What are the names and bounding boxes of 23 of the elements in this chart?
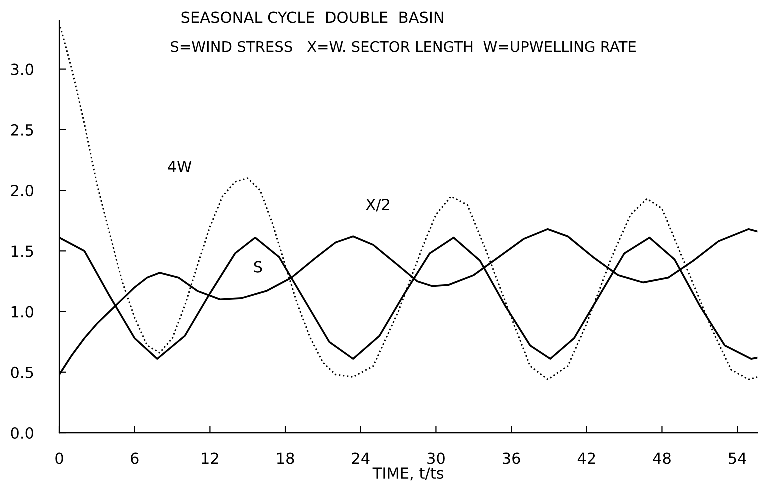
y-tick-label: 2.0 — [11, 185, 34, 197]
series-label: S — [254, 261, 262, 273]
y-tick-label: 2.5 — [11, 124, 34, 136]
x-tick-label: 48 — [653, 452, 671, 464]
x-tick-label: 36 — [502, 452, 520, 464]
x-tick-label: 12 — [202, 452, 218, 464]
x-axis-title: TIME, t/ts — [372, 468, 444, 481]
text: 4W — [168, 161, 192, 172]
x-tick-label: 42 — [578, 452, 596, 464]
x-tick-label: 18 — [277, 452, 294, 464]
x-tick-label: 6 — [131, 452, 139, 464]
x-tick-label: 0 — [56, 452, 64, 464]
chart-title: SEASONAL CYCLE DOUBLE BASIN — [182, 12, 444, 24]
y-tick-label: 3.0 — [11, 64, 34, 76]
y-tick-label: 1.0 — [12, 306, 34, 318]
x-tick-label: 54 — [729, 452, 746, 464]
y-tick-label: 1.5 — [12, 246, 34, 258]
text: S=WIND STRESS X=W. SECTOR LENGTH W=UPWELLING RATE — [171, 41, 636, 52]
series-label: X/2 — [366, 198, 390, 212]
x-tick-label: 30 — [428, 452, 445, 464]
y-tick-label: 0.5 — [11, 366, 34, 378]
x-tick-label: 24 — [352, 452, 370, 464]
y-tick-label: 0.0 — [11, 427, 34, 440]
